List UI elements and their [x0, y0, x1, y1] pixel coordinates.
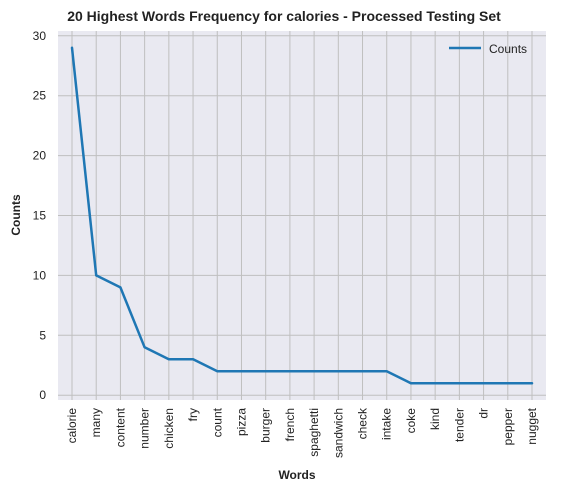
x-tick-label: many: [89, 408, 103, 437]
y-tick-label: 30: [33, 29, 47, 43]
x-tick-label: pizza: [234, 408, 248, 436]
x-tick-label: count: [210, 407, 224, 437]
legend-label: Counts: [489, 42, 527, 56]
x-tick-label: burger: [259, 408, 273, 443]
x-tick-label: chicken: [162, 408, 176, 449]
x-tick-label: check: [356, 407, 370, 439]
y-tick-label: 5: [39, 328, 46, 342]
y-axis-label: Counts: [9, 194, 23, 236]
x-tick-label: intake: [380, 408, 394, 440]
y-tick-label: 10: [33, 268, 47, 282]
x-tick-label: coke: [404, 408, 418, 434]
chart-title: 20 Highest Words Frequency for calories …: [67, 8, 501, 24]
x-tick-label: number: [138, 408, 152, 449]
x-tick-label: kind: [428, 408, 442, 430]
x-tick-label: fry: [186, 408, 200, 421]
y-tick-label: 0: [39, 388, 46, 402]
x-tick-label: tender: [452, 408, 466, 442]
y-tick-label: 15: [33, 209, 47, 223]
x-tick-label: calorie: [65, 408, 79, 444]
x-tick-label: nugget: [525, 407, 539, 444]
y-tick-label: 20: [33, 149, 47, 163]
x-tick-label: sandwich: [331, 408, 345, 458]
x-axis-label: Words: [278, 468, 315, 482]
y-tick-label: 25: [33, 89, 47, 103]
x-tick-label: dr: [477, 408, 491, 419]
x-tick-label: pepper: [501, 408, 515, 445]
x-tick-label: french: [283, 408, 297, 441]
x-tick-label: spaghetti: [307, 408, 321, 457]
x-tick-label: content: [113, 407, 127, 447]
